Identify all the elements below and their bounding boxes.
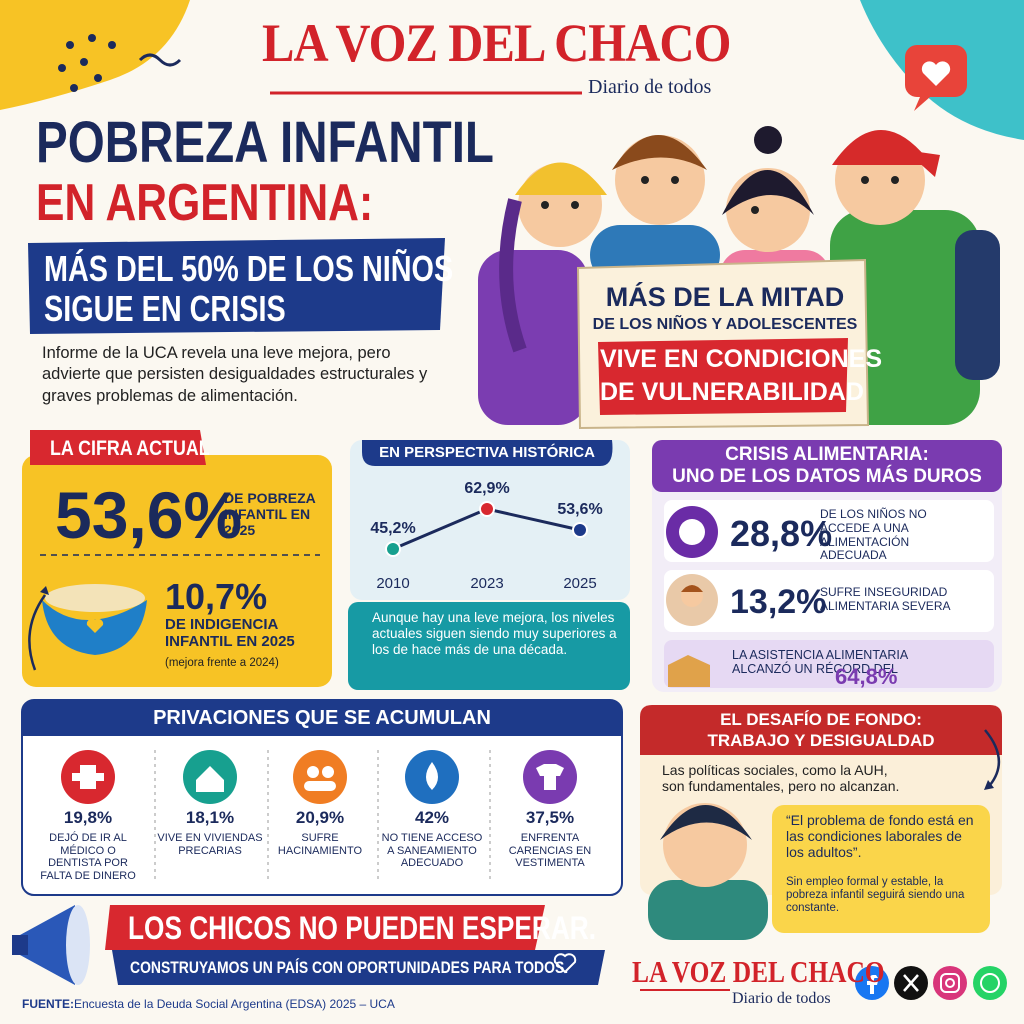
tagline: Diario de todos [588,76,712,98]
source-label: FUENTE: [22,997,74,1011]
section-title: EL DESAFÍO DE FONDO: [720,710,922,729]
history-point [572,522,588,539]
value: 42% [414,808,450,827]
section-title: PRIVACIONES QUE SE ACUMULAN [153,707,491,729]
source: Encuesta de la Deuda Social Argentina (E… [74,997,395,1011]
sign-text: MÁS DE LA MITAD [605,282,845,312]
headline: POBREZA INFANTIL [36,110,494,175]
value-label: DE LOS NIÑOS NO ACCEDE A UNA ALIMENTACIÓ… [820,507,927,563]
subheadline: MÁS DEL 50% DE LOS NIÑOS [44,248,454,289]
note: (mejora frente a 2024) [165,657,279,669]
history-chart: 45,2% 2010 62,9% 2023 53,6% 2025 [370,480,602,592]
sign-text: DE LOS NIÑOS Y ADOLESCENTES [592,316,858,333]
tagline: Diario de todos [732,990,831,1007]
value-label: VIVE EN VIVIENDAS PRECARIAS [157,832,263,857]
value-label: 53,6% [557,501,602,518]
section-title: TRABAJO Y DESIGUALDAD [707,731,935,750]
note: Sin empleo formal y estable, la pobreza … [786,876,965,915]
value-label: NO TIENE ACCESO A SANEAMIENTO ADECUADO [381,832,483,870]
value-label: DE INDIGENCIA INFANTIL EN 2025 [165,616,295,651]
section-title: CRISIS ALIMENTARIA: [725,444,929,465]
value: 37,5% [525,808,575,827]
history-point [385,541,401,557]
value: 10,7% [165,576,268,617]
value-label: SUFRE INSEGURIDAD ALIMENTARIA SEVERA [820,585,951,613]
value: 19,8% [63,808,113,827]
value-label: 45,2% [370,520,415,537]
value: 13,2% [730,583,827,621]
history-point [479,501,495,517]
x-label: 2010 [376,575,409,592]
banner-text: LOS CHICOS NO PUEDEN ESPERAR. [128,910,597,946]
value-label: LA ASISTENCIA ALIMENTARIA ALCANZÓ UN RÉC… [732,648,908,677]
x-label: 2025 [563,575,596,592]
value-label: DE POBREZA INFANTIL EN 2025 [224,490,316,539]
text: Las políticas sociales, como la AUH, son… [662,762,900,795]
value-label: ENFRENTA CARENCIAS EN VESTIMENTA [508,832,592,870]
headline: EN ARGENTINA: [36,174,374,232]
big-value: 53,6% [55,478,243,552]
section-title: EN PERSPECTIVA HISTÓRICA [379,444,595,461]
sign-text: VIVE EN CONDICIONES [600,345,882,373]
value-label: DEJÓ DE IR AL MÉDICO O DENTISTA POR FALT… [40,832,136,882]
masthead: LA VOZ DEL CHACO [632,954,885,989]
value: 28,8% [730,513,833,554]
section-title: UNO DE LOS DATOS MÁS DUROS [672,466,982,487]
value-label: SUFRE HACINAMIENTO [277,832,363,857]
sign-text: DE VULNERABILIDAD [600,378,864,406]
intro: Informe de la UCA revela una leve mejora… [42,344,428,405]
x-label: 2023 [470,575,503,592]
section-title: LA CIFRA ACTUAL [50,437,210,460]
value: 20,9% [295,808,345,827]
note: Aunque hay una leve mejora, los niveles … [372,610,617,658]
subheadline: SIGUE EN CRISIS [44,288,286,329]
value: 64,8% [835,664,898,689]
banner-text: CONSTRUYAMOS UN PAÍS CON OPORTUNIDADES P… [130,958,569,977]
masthead: LA VOZ DEL CHACO [262,13,731,73]
value: 18,1% [185,808,235,827]
quote: “El problema de fondo está en las condic… [786,812,974,861]
value-label: 62,9% [464,480,509,497]
